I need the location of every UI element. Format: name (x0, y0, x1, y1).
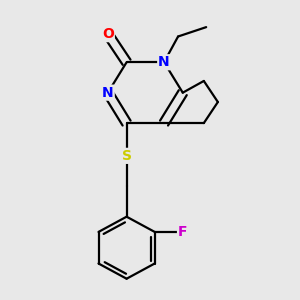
Text: N: N (102, 86, 114, 100)
Text: F: F (178, 225, 188, 239)
Text: O: O (102, 27, 114, 41)
Text: S: S (122, 149, 132, 163)
Text: N: N (158, 55, 170, 69)
